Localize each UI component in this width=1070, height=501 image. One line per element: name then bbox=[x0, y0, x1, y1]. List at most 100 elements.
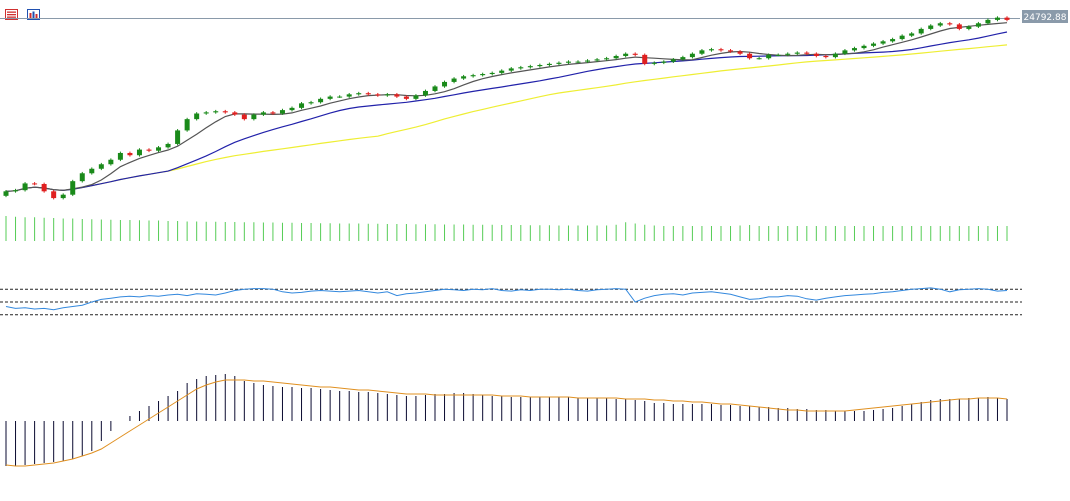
candle-up bbox=[356, 93, 362, 95]
candle-down bbox=[823, 55, 829, 58]
candle-up bbox=[546, 63, 552, 66]
candle-up bbox=[413, 95, 419, 99]
candle-up bbox=[251, 114, 257, 120]
candle-down bbox=[403, 96, 409, 99]
indicator-window-icon[interactable] bbox=[27, 5, 40, 20]
candle-up bbox=[851, 48, 857, 51]
candle-up bbox=[661, 61, 667, 63]
candle-up bbox=[70, 181, 76, 195]
candle-down bbox=[365, 93, 371, 95]
candle-down bbox=[394, 94, 400, 97]
candle-down bbox=[632, 53, 638, 55]
candle-up bbox=[289, 107, 295, 111]
candle-up bbox=[975, 23, 981, 27]
candle-up bbox=[966, 26, 972, 29]
candle-up bbox=[308, 102, 314, 104]
candle-up bbox=[937, 23, 943, 26]
candle-down bbox=[270, 112, 276, 114]
candle-up bbox=[585, 60, 591, 62]
candle-down bbox=[127, 152, 133, 156]
candle-up bbox=[13, 190, 19, 192]
candle-up bbox=[928, 25, 934, 29]
last-price-tag: 24792.88 bbox=[1022, 10, 1068, 23]
candle-up bbox=[527, 66, 533, 68]
candle-up bbox=[575, 61, 581, 63]
candle-up bbox=[175, 130, 181, 144]
candle-up bbox=[556, 62, 562, 64]
macd-panel bbox=[5, 374, 1008, 467]
candle-up bbox=[194, 113, 200, 120]
candle-up bbox=[508, 68, 514, 71]
last-price-label: 24792.88 bbox=[1024, 13, 1067, 23]
candlestick-series bbox=[3, 16, 1010, 200]
rsi-line bbox=[5, 287, 1008, 311]
candle-up bbox=[708, 49, 714, 51]
candle-up bbox=[299, 103, 305, 108]
candle-up bbox=[156, 147, 162, 151]
candle-down bbox=[947, 23, 953, 25]
candle-up bbox=[432, 86, 438, 91]
candle-up bbox=[880, 41, 886, 44]
candle-down bbox=[146, 149, 152, 151]
candle-up bbox=[384, 94, 390, 96]
candle-up bbox=[518, 67, 524, 69]
candle-up bbox=[613, 55, 619, 59]
candle-up bbox=[98, 164, 104, 169]
candle-up bbox=[670, 59, 676, 62]
candle-up bbox=[346, 94, 352, 97]
candle-up bbox=[775, 54, 781, 56]
candle-up bbox=[871, 43, 877, 46]
candle-up bbox=[117, 152, 123, 160]
candle-down bbox=[804, 52, 810, 54]
candle-up bbox=[899, 35, 905, 40]
candle-up bbox=[60, 194, 66, 199]
candle-down bbox=[1004, 17, 1010, 20]
candle-up bbox=[794, 52, 800, 54]
candle-down bbox=[41, 183, 47, 192]
candle-up bbox=[699, 50, 705, 54]
candle-up bbox=[651, 62, 657, 64]
candle-down bbox=[956, 24, 962, 29]
candle-down bbox=[232, 112, 238, 115]
candle-up bbox=[260, 112, 266, 115]
candle-up bbox=[327, 96, 333, 99]
chart-toolbar bbox=[0, 0, 60, 20]
candle-up bbox=[680, 57, 686, 60]
candle-up bbox=[422, 90, 428, 96]
candle-up bbox=[785, 53, 791, 55]
candle-up bbox=[136, 149, 142, 156]
candle-up bbox=[461, 76, 467, 79]
candle-up bbox=[689, 53, 695, 58]
rsi-panel bbox=[0, 287, 1022, 316]
moving-averages bbox=[5, 22, 1008, 192]
candle-up bbox=[203, 112, 209, 114]
list-view-icon[interactable] bbox=[5, 5, 18, 20]
candle-up bbox=[623, 53, 629, 56]
candle-up bbox=[861, 45, 867, 49]
candle-down bbox=[718, 49, 724, 51]
candle-up bbox=[756, 58, 762, 60]
candle-up bbox=[832, 53, 838, 58]
candle-up bbox=[489, 72, 495, 75]
ma-mid-line bbox=[5, 31, 1008, 192]
candle-down bbox=[222, 111, 228, 113]
candle-down bbox=[747, 53, 753, 59]
candle-down bbox=[728, 50, 734, 52]
candle-up bbox=[213, 111, 219, 113]
candle-up bbox=[3, 191, 9, 196]
candle-up bbox=[279, 110, 285, 114]
candle-up bbox=[842, 50, 848, 54]
candle-up bbox=[89, 168, 95, 174]
candle-down bbox=[241, 114, 247, 120]
candle-up bbox=[565, 61, 571, 63]
candle-up bbox=[994, 17, 1000, 20]
candle-down bbox=[813, 53, 819, 56]
candle-up bbox=[537, 65, 543, 67]
candle-up bbox=[604, 58, 610, 60]
candle-up bbox=[165, 143, 171, 148]
candle-up bbox=[337, 96, 343, 98]
candle-up bbox=[985, 19, 991, 24]
candle-up bbox=[22, 183, 28, 191]
candle-up bbox=[594, 59, 600, 61]
